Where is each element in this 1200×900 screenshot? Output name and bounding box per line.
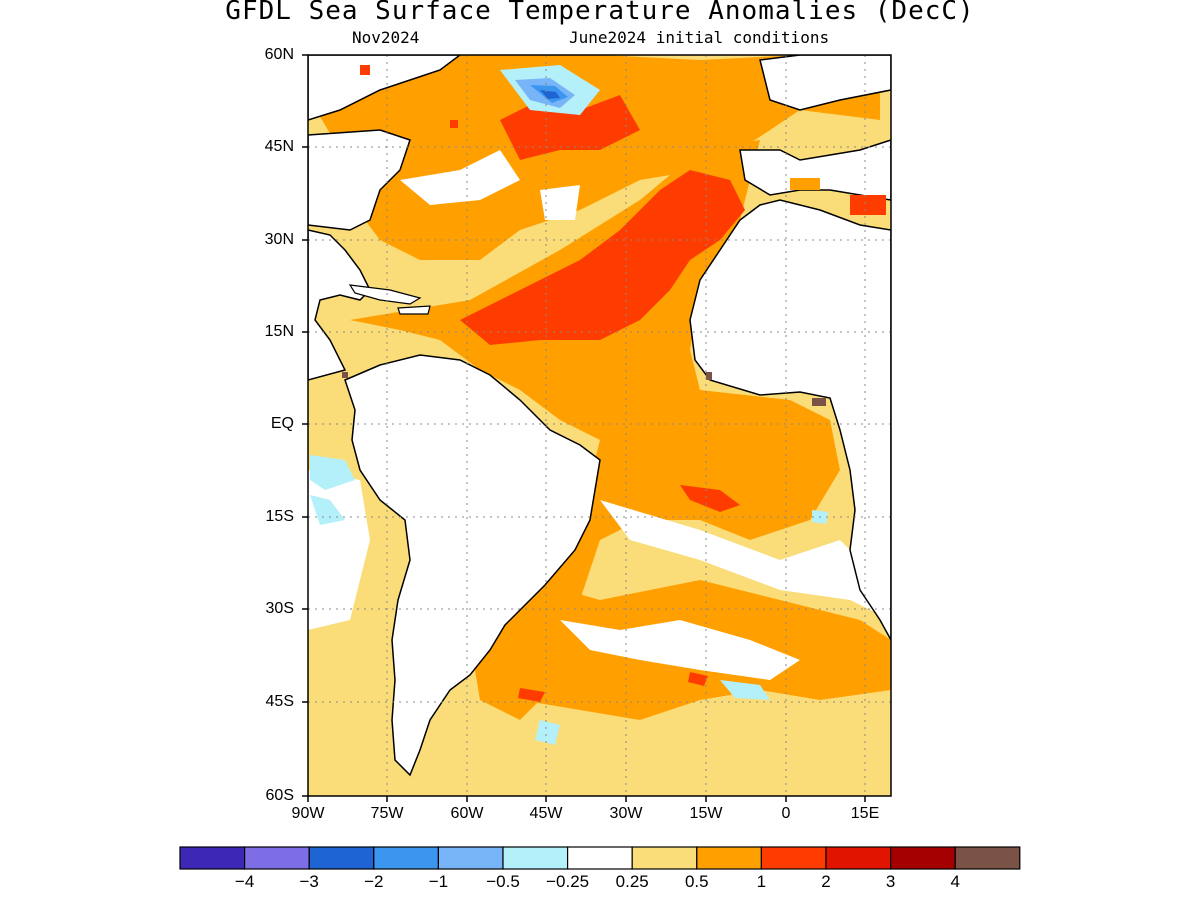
colorbar-swatch (954, 846, 1021, 870)
lat-label-15n: 15N (264, 323, 294, 340)
lat-label-45s: 45S (265, 693, 294, 710)
lon-label-15w: 15W (689, 805, 723, 822)
lon-label-30w: 30W (609, 805, 643, 822)
map-title: GFDL Sea Surface Temperature Anomalies (… (225, 0, 975, 26)
lat-label-15s: 15S (265, 508, 294, 525)
map-gridlines (308, 55, 891, 796)
axis-ticks (302, 54, 866, 802)
lon-label-0: 0 (781, 805, 791, 822)
colorbar-swatch (566, 846, 633, 870)
colorbar-swatch (502, 846, 569, 870)
colorbar-swatch (825, 846, 892, 870)
lon-label-45w: 45W (529, 805, 563, 822)
lat-label-30n: 30N (264, 231, 294, 248)
colorbar-tick-label: −4 (234, 872, 255, 891)
lat-label-eq: EQ (270, 415, 294, 432)
colorbar-swatch (373, 846, 439, 870)
lon-label-90w: 90W (291, 805, 325, 822)
colorbar-tick-label: 4 (950, 872, 960, 891)
colorbar-swatch (244, 846, 310, 870)
map-frame (307, 54, 892, 797)
colorbar-tick-label: −2 (364, 872, 384, 891)
colorbar-swatch (631, 846, 698, 870)
lon-label-75w: 75W (370, 805, 404, 822)
colorbar (179, 846, 1021, 870)
lat-label-60s: 60S (265, 787, 294, 804)
colorbar-tick-label: −0.25 (546, 872, 590, 891)
lat-label-45n: 45N (264, 138, 294, 155)
colorbar-tick-label: 0.5 (684, 872, 709, 891)
forecast-month: Nov2024 (352, 28, 420, 47)
colorbar-tick-label: 2 (821, 872, 831, 891)
colorbar-tick-label: −1 (428, 872, 449, 891)
lon-label-60w: 60W (450, 805, 484, 822)
map-plot-area (308, 55, 891, 796)
colorbar-tick-label: −0.5 (486, 872, 520, 891)
colorbar-swatch (696, 846, 762, 870)
colorbar-tick-label: 1 (756, 872, 767, 891)
colorbar-tick-label: −3 (299, 872, 319, 891)
colorbar-swatch (437, 846, 504, 870)
lat-label-30s: 30S (265, 600, 294, 617)
colorbar-swatch (179, 846, 246, 870)
colorbar-tick-label: 0.25 (615, 872, 649, 891)
colorbar-swatch (889, 846, 956, 870)
lon-label-15e: 15E (850, 805, 880, 822)
colorbar-tick-label: 3 (885, 872, 896, 891)
lat-label-60n: 60N (264, 46, 294, 63)
colorbar-swatch (760, 846, 827, 870)
colorbar-swatch (308, 846, 375, 870)
initial-conditions: June2024 initial conditions (569, 28, 830, 47)
